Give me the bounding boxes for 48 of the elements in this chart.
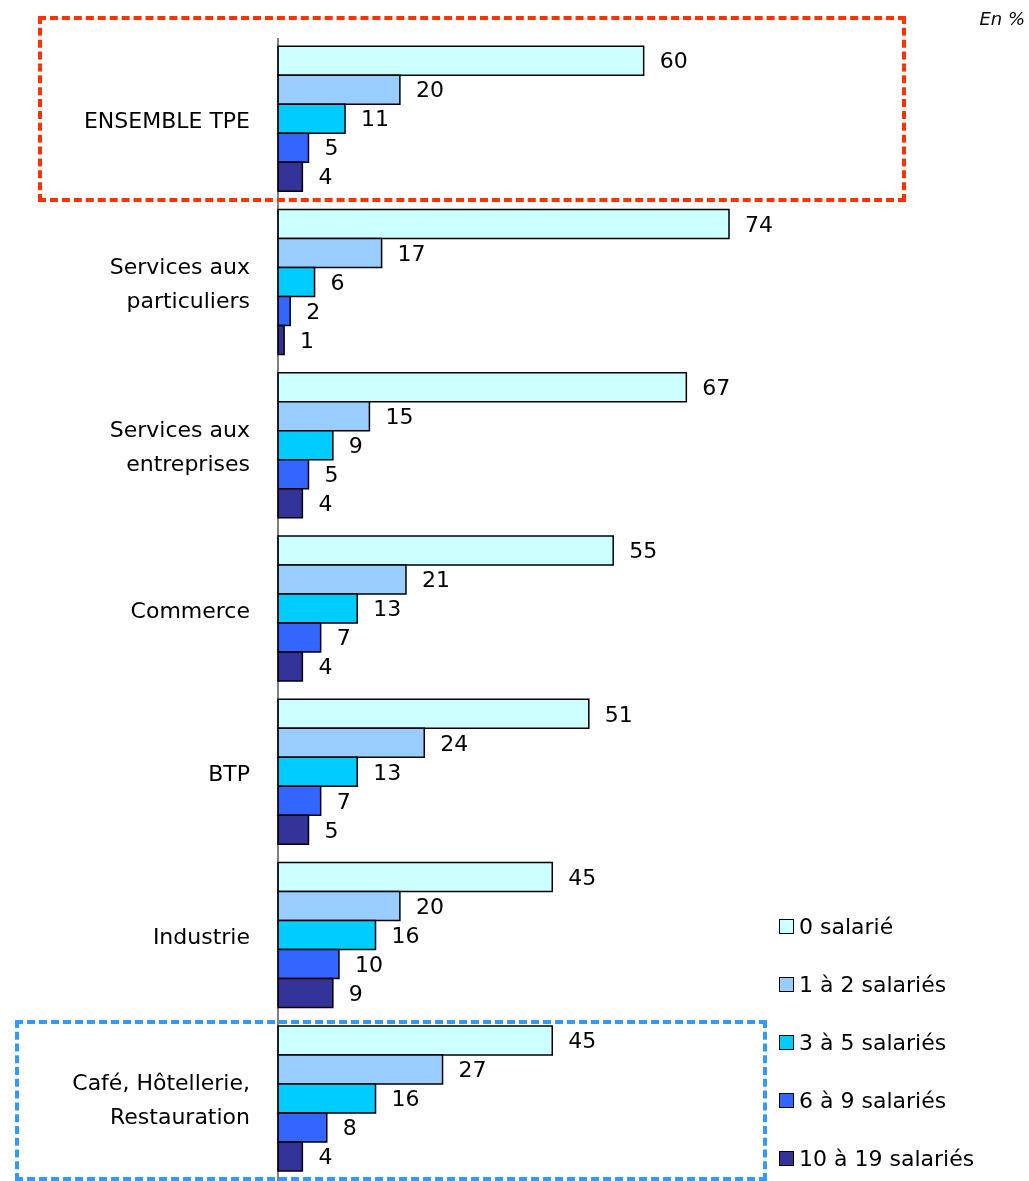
data-label: 24 xyxy=(440,730,469,756)
data-label: 51 xyxy=(604,701,633,727)
data-label: 27 xyxy=(458,1057,487,1083)
data-label: 60 xyxy=(659,48,688,74)
data-label: 1 xyxy=(300,327,315,353)
data-label: 20 xyxy=(415,893,444,919)
data-label: 13 xyxy=(373,596,402,622)
data-label: 9 xyxy=(348,433,363,459)
data-label: 4 xyxy=(318,491,333,517)
legend-label: 10 à 19 salariés xyxy=(799,1145,975,1171)
data-label: 17 xyxy=(397,240,426,266)
data-label: 7 xyxy=(336,788,351,814)
legend-label: 6 à 9 salariés xyxy=(799,1087,947,1113)
data-label: 6 xyxy=(330,269,345,295)
data-label: 4 xyxy=(318,1144,333,1170)
legend-label: 0 salarié xyxy=(799,913,894,939)
data-label: 45 xyxy=(568,1028,597,1054)
data-label: 2 xyxy=(306,298,321,324)
data-label: 10 xyxy=(354,951,383,977)
data-label: 4 xyxy=(318,164,333,190)
y-tick-label: Commerce xyxy=(130,597,250,622)
y-tick-label: Services aux entreprises xyxy=(109,416,250,476)
data-label: 74 xyxy=(745,211,773,237)
data-label: 5 xyxy=(324,135,339,161)
y-tick-label: Services aux particuliers xyxy=(109,253,250,313)
data-label: 8 xyxy=(342,1115,357,1141)
y-tick-label: ENSEMBLE TPE xyxy=(83,107,250,133)
data-label: 13 xyxy=(373,759,402,785)
text: En % xyxy=(979,8,1025,29)
data-label: 45 xyxy=(568,864,597,890)
data-label: 20 xyxy=(415,77,444,103)
y-tick-label: Café, Hôtellerie, Restauration xyxy=(72,1069,250,1129)
y-tick-label: Industrie xyxy=(152,923,250,949)
data-label: 11 xyxy=(361,106,390,132)
data-label: 9 xyxy=(348,980,363,1006)
data-label: 5 xyxy=(324,817,339,843)
data-label: 21 xyxy=(421,567,450,593)
y-tick-label: BTP xyxy=(208,760,250,786)
data-label: 55 xyxy=(629,538,658,564)
data-label: 5 xyxy=(324,462,339,488)
legend-label: 1 à 2 salariés xyxy=(799,971,947,997)
data-label: 7 xyxy=(336,625,351,651)
data-label: 67 xyxy=(702,375,731,401)
data-label: 4 xyxy=(318,654,333,680)
data-label: 16 xyxy=(391,1086,420,1112)
data-label: 15 xyxy=(385,404,414,430)
data-label: 16 xyxy=(391,922,420,948)
legend-label: 3 à 5 salariés xyxy=(799,1029,947,1055)
